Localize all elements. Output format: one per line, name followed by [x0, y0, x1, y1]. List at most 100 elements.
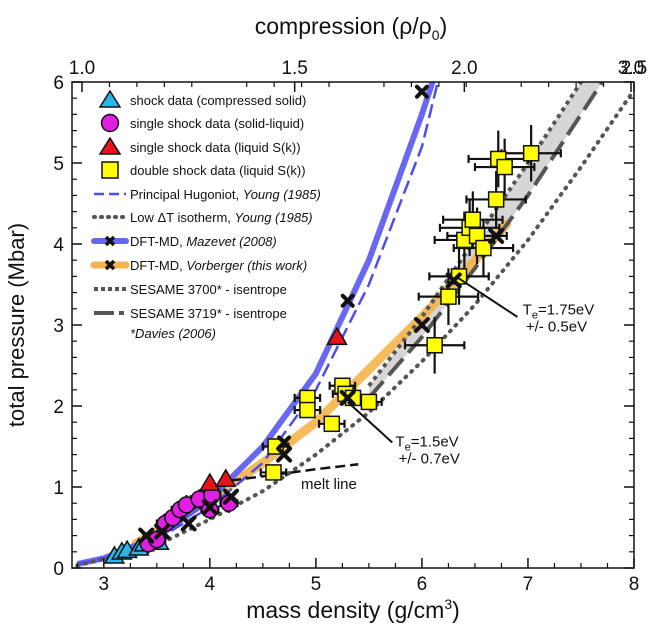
x2-tick-label: 1.5 — [281, 58, 307, 79]
vorberger-cross-point-b — [154, 523, 171, 540]
vorberger-cross-point-b — [138, 527, 155, 544]
top-axis-label: compression (ρ/ρ0) — [255, 13, 447, 43]
legend-label: Principal Hugoniot, Young (1985) — [130, 187, 321, 202]
mazevet-cross-point-b — [277, 435, 292, 450]
legend-item: single shock data (solid-liquid) — [100, 113, 304, 133]
legend-label-text: SESAME 3719* - isentrope — [130, 306, 287, 321]
vorberger-cross-point — [339, 389, 356, 406]
yellow-square-point — [360, 393, 378, 411]
legend-label-text: Low ΔT isotherm, — [130, 210, 235, 225]
legend-label: Low ΔT isotherm, Young (1985) — [130, 210, 313, 225]
annotation-pointer — [455, 275, 518, 318]
annotation-te175-line2: +/- 0.5eV — [526, 318, 587, 335]
x2-tick-label: 2.5 — [621, 58, 647, 79]
vorberger-cross-point-b — [339, 389, 356, 406]
legend-cross-b — [104, 259, 116, 271]
yellow-square-point — [475, 239, 492, 257]
melt-line — [230, 463, 359, 482]
vorberger-cross-point — [138, 527, 155, 544]
x2-tick-label: 2.0 — [451, 58, 477, 79]
y-tick-label: 3 — [53, 316, 64, 337]
x-tick-label: 4 — [205, 574, 216, 595]
legend-item: SESAME 3719* - isentrope — [94, 306, 287, 321]
y-tick-label: 5 — [53, 154, 64, 175]
vorberger-cross-point — [201, 499, 218, 516]
x-tick-label: 7 — [523, 574, 534, 595]
vorberger-cross-point — [180, 515, 197, 532]
mazevet-cross-point-b — [340, 293, 355, 308]
annotation-te15-sub: e — [405, 442, 411, 454]
x2-tick-label: 3.0 — [618, 58, 644, 79]
legend-label: SESAME 3719* - isentrope — [130, 306, 287, 321]
legend-item: single shock data (liquid S(k)) — [98, 136, 301, 155]
red-triangle-point — [326, 326, 348, 346]
vorberger-cross-point-b — [488, 227, 505, 244]
legend-label-text: shock data (compressed solid) — [130, 93, 306, 108]
legend-yellow-square-icon — [101, 161, 119, 179]
legend-item: Principal Hugoniot, Young (1985) — [94, 187, 321, 202]
vorberger-cross-point — [488, 227, 505, 244]
vorberger-cross-point-b — [413, 317, 430, 333]
legend-label-text: single shock data (liquid S(k)) — [130, 140, 301, 155]
legend-item: DFT-MD, Vorberger (this work) — [90, 258, 307, 273]
legend-label-text: DFT-MD, — [130, 234, 186, 249]
yellow-square-point — [496, 158, 513, 176]
legend-item: SESAME 3700* - isentrope — [94, 282, 287, 297]
legend-cross-b — [104, 235, 116, 247]
x-axis-label: mass density (g/cm3) — [246, 596, 460, 623]
legend-item: *Davies (2006) — [130, 326, 216, 341]
legend-item: Low ΔT isotherm, Young (1985) — [92, 210, 313, 225]
legend-label-text: Principal Hugoniot, — [130, 187, 243, 202]
legend-cross-icon — [104, 235, 116, 247]
vorberger-cross-point — [223, 488, 240, 505]
y-tick-label: 6 — [53, 73, 64, 94]
yellow-square-point — [323, 415, 341, 433]
legend-label: DFT-MD, Vorberger (this work) — [130, 258, 307, 273]
annotation-te175: Te=1.75eV — [523, 301, 595, 321]
mazevet-cross-point — [340, 293, 355, 308]
yellow-square-point — [522, 145, 540, 162]
annotation-te15: Te=1.5eV — [395, 434, 458, 454]
legend-label-text: single shock data (solid-liquid) — [130, 116, 304, 131]
annotation-te15-post: =1.5eV — [411, 434, 459, 451]
x2-tick-label: 1.0 — [69, 58, 95, 79]
y-tick-label: 0 — [53, 559, 64, 580]
annotation-te175-sub: e — [532, 309, 538, 321]
yellow-square-point — [265, 464, 282, 481]
legend-magenta-circle-icon — [100, 113, 120, 133]
vorberger-cross-point-b — [223, 488, 240, 505]
vorberger-cross-point-b — [276, 446, 293, 463]
vorberger-cross-point-b — [201, 499, 218, 516]
vorberger-cross-point — [154, 523, 171, 540]
legend-label-cite: *Davies (2006) — [130, 326, 216, 341]
red-triangle-point — [199, 472, 221, 491]
mazevet-cross-point-b — [414, 84, 429, 99]
legend-cyan-triangle-icon — [98, 89, 122, 108]
x-tick-label: 8 — [629, 574, 640, 595]
annotation-melt-line: melt line — [301, 476, 357, 493]
vorberger-cross-point-b — [180, 515, 197, 532]
annotation-pointer — [347, 401, 393, 444]
legend-label: *Davies (2006) — [130, 326, 216, 341]
mazevet-cross-point — [277, 435, 292, 450]
legend: shock data (compressed solid) single shoc… — [90, 89, 321, 341]
legend-label-cite: Vorberger (this work) — [186, 258, 307, 273]
red-triangle-point — [214, 468, 237, 487]
yellow-square-point — [440, 288, 457, 305]
x-tick-label: 5 — [311, 574, 322, 595]
x-tick-label: 3 — [99, 574, 110, 595]
legend-item: shock data (compressed solid) — [98, 89, 306, 108]
y-tick-label: 4 — [53, 235, 64, 256]
legend-label: single shock data (liquid S(k)) — [130, 140, 301, 155]
legend-label: SESAME 3700* - isentrope — [130, 282, 287, 297]
annotation-te175-pre: T — [523, 301, 532, 318]
legend-label: double shock data (liquid S(k)) — [130, 163, 306, 178]
yellow-square-point — [464, 211, 482, 228]
legend-label: shock data (compressed solid) — [130, 93, 306, 108]
legend-red-triangle-icon — [98, 136, 122, 155]
yellow-square-point — [299, 401, 316, 419]
vorberger-cross-point — [276, 446, 293, 463]
x-tick-label: 6 — [417, 574, 428, 595]
legend-label: single shock data (solid-liquid) — [130, 116, 304, 131]
